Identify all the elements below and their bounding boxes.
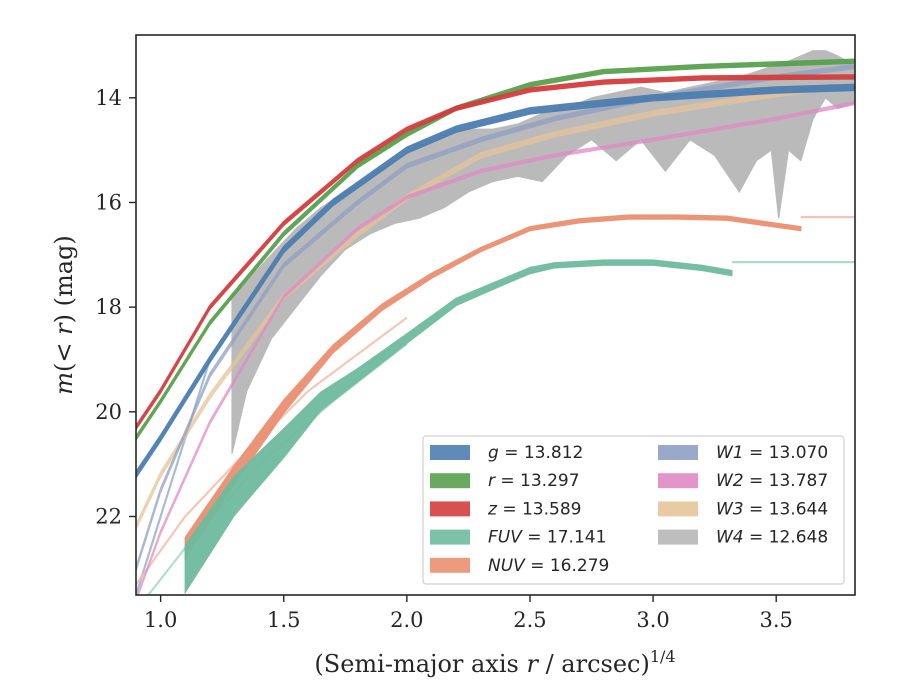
legend-swatch xyxy=(658,473,698,489)
legend-swatch xyxy=(430,473,470,489)
legend-item-w4: W4 = 12.648 xyxy=(658,528,828,548)
y-axis: 14 16 18 20 22 xyxy=(95,86,136,528)
x-tick-label: 1.5 xyxy=(267,608,300,632)
series-nuv-inner-extension xyxy=(136,316,408,586)
legend-item-g: g = 13.812 xyxy=(430,443,583,463)
legend-item-r: r = 13.297 xyxy=(430,471,580,491)
legend-item-w3: W3 = 13.644 xyxy=(658,499,828,519)
y-tick-label: 16 xyxy=(95,190,122,214)
legend-swatch xyxy=(430,557,470,573)
legend-label: FUV = 17.141 xyxy=(488,528,606,548)
x-tick-label: 2.5 xyxy=(513,608,546,632)
legend-item-w1: W1 = 13.070 xyxy=(658,443,828,463)
legend-swatch xyxy=(658,501,698,517)
legend-box xyxy=(422,435,845,585)
x-tick-label: 3.5 xyxy=(760,608,793,632)
x-axis-label: (Semi-major axis r / arcsec)1/4 xyxy=(314,647,675,678)
y-tick-label: 18 xyxy=(95,295,122,319)
legend-swatch xyxy=(430,501,470,517)
y-tick-label: 14 xyxy=(95,86,122,110)
legend-swatch xyxy=(658,529,698,545)
legend-swatch xyxy=(430,445,470,460)
legend-item-nuv: NUV = 16.279 xyxy=(430,556,609,576)
legend-label: W4 = 12.648 xyxy=(716,528,828,548)
legend-item-z: z = 13.589 xyxy=(430,499,581,519)
legend-label: z = 13.589 xyxy=(487,499,581,519)
series-layer xyxy=(136,50,855,595)
series-w2-band xyxy=(136,100,855,595)
series-w1-band xyxy=(136,63,855,572)
y-tick-label: 20 xyxy=(95,400,122,424)
series-z-band xyxy=(136,74,855,431)
series-g-band xyxy=(136,83,855,479)
x-axis: 1.0 1.5 2.0 2.5 3.0 3.5 xyxy=(144,595,793,632)
legend-swatch xyxy=(658,445,698,460)
legend-label: r = 13.297 xyxy=(488,471,580,491)
legend-label: W3 = 13.644 xyxy=(716,499,828,519)
x-tick-label: 2.0 xyxy=(390,608,423,632)
plot-frame xyxy=(135,34,856,596)
legend-swatch xyxy=(430,529,470,545)
legend-label: W2 = 13.787 xyxy=(716,471,828,491)
legend-item-w2: W2 = 13.787 xyxy=(658,471,828,491)
x-tick-label: 3.0 xyxy=(636,608,669,632)
legend: g = 13.812 r = 13.297 z = 13.589 FUV = 17.1… xyxy=(422,435,845,585)
y-tick-label: 22 xyxy=(95,504,122,528)
legend-item-fuv: FUV = 17.141 xyxy=(430,528,606,548)
series-r-band xyxy=(136,58,855,442)
x-tick-label: 1.0 xyxy=(144,608,177,632)
legend-label: NUV = 16.279 xyxy=(488,556,609,576)
legend-label: W1 = 13.070 xyxy=(716,443,828,463)
series-fuv-band xyxy=(184,259,733,595)
series-nuv-band xyxy=(184,214,802,561)
legend-label: g = 13.812 xyxy=(488,443,583,463)
y-axis-label: m(< r) (mag) xyxy=(50,235,78,395)
